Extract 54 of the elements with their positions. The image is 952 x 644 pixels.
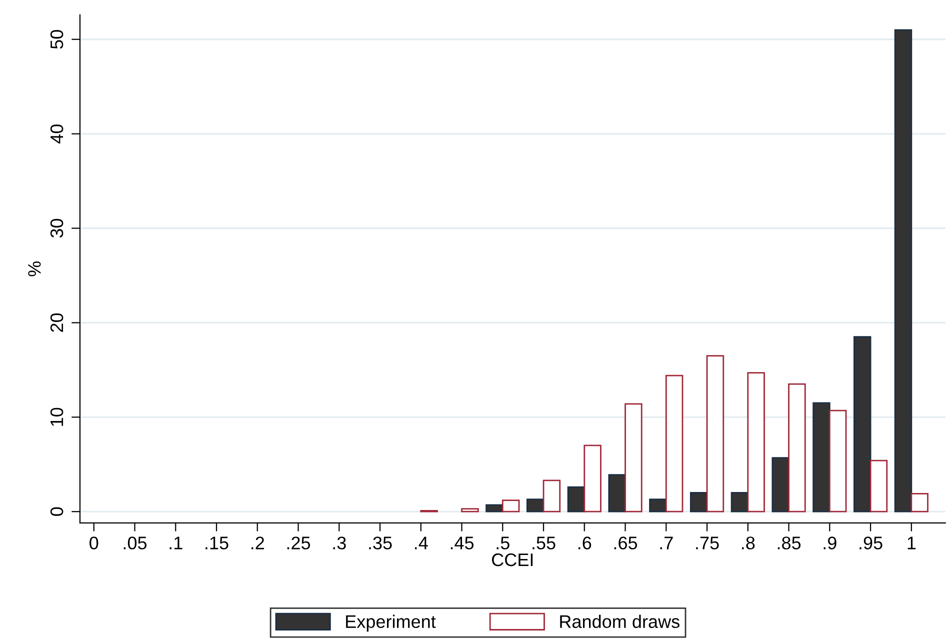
- bar: [870, 460, 888, 512]
- x-axis-title: CCEI: [492, 553, 533, 566]
- bar: [812, 402, 830, 512]
- bar: [542, 480, 561, 512]
- bar: [690, 492, 708, 512]
- bar: [828, 410, 847, 512]
- y-tick-label: 40: [50, 124, 64, 144]
- legend-label: Experiment: [346, 614, 436, 632]
- bar: [461, 508, 479, 512]
- x-tick-label: 0: [90, 536, 98, 550]
- bar: [894, 29, 912, 512]
- bar: [567, 486, 586, 512]
- bar: [853, 336, 872, 512]
- bar: [624, 403, 642, 512]
- y-tick-label: 10: [50, 408, 64, 426]
- x-tick-label: .2: [251, 536, 264, 550]
- x-tick-label: .3: [333, 536, 346, 550]
- x-tick-label: .15: [206, 536, 228, 550]
- bar: [608, 474, 626, 512]
- x-tick-label: .1: [170, 536, 182, 550]
- y-tick-label: 30: [50, 218, 64, 238]
- bar: [502, 500, 520, 512]
- bar: [649, 498, 667, 512]
- bar: [910, 492, 928, 512]
- x-tick-label: .85: [778, 536, 801, 550]
- x-tick-label: .9: [824, 536, 836, 550]
- y-axis-title: %: [28, 261, 41, 276]
- y-tick-label: 50: [50, 30, 64, 49]
- x-tick-label: .75: [696, 536, 719, 550]
- x-tick-label: .4: [415, 536, 428, 550]
- bar: [706, 355, 724, 512]
- x-tick-label: .8: [742, 536, 755, 550]
- bar: [730, 492, 749, 512]
- bar: [788, 383, 806, 512]
- x-tick-label: .5: [496, 536, 510, 550]
- bar: [747, 372, 765, 512]
- bar: [772, 457, 790, 512]
- legend-label: Random draws: [560, 614, 680, 628]
- x-tick-label: .05: [124, 536, 147, 550]
- x-tick-label: .65: [614, 536, 638, 550]
- x-tick-label: .35: [369, 536, 392, 550]
- x-tick-label: .95: [860, 536, 882, 550]
- x-tick-label: .7: [660, 536, 673, 550]
- bar: [665, 374, 684, 512]
- bar: [584, 444, 602, 512]
- x-tick-label: .25: [287, 536, 310, 550]
- x-tick-label: .6: [578, 536, 592, 550]
- x-tick-label: .55: [532, 536, 556, 550]
- x-tick-label: .45: [450, 536, 474, 550]
- y-tick-label: 20: [50, 313, 64, 332]
- bar: [526, 498, 544, 512]
- bar: [486, 504, 504, 512]
- x-tick-label: 1: [908, 536, 916, 550]
- y-tick-label: 0: [50, 507, 64, 516]
